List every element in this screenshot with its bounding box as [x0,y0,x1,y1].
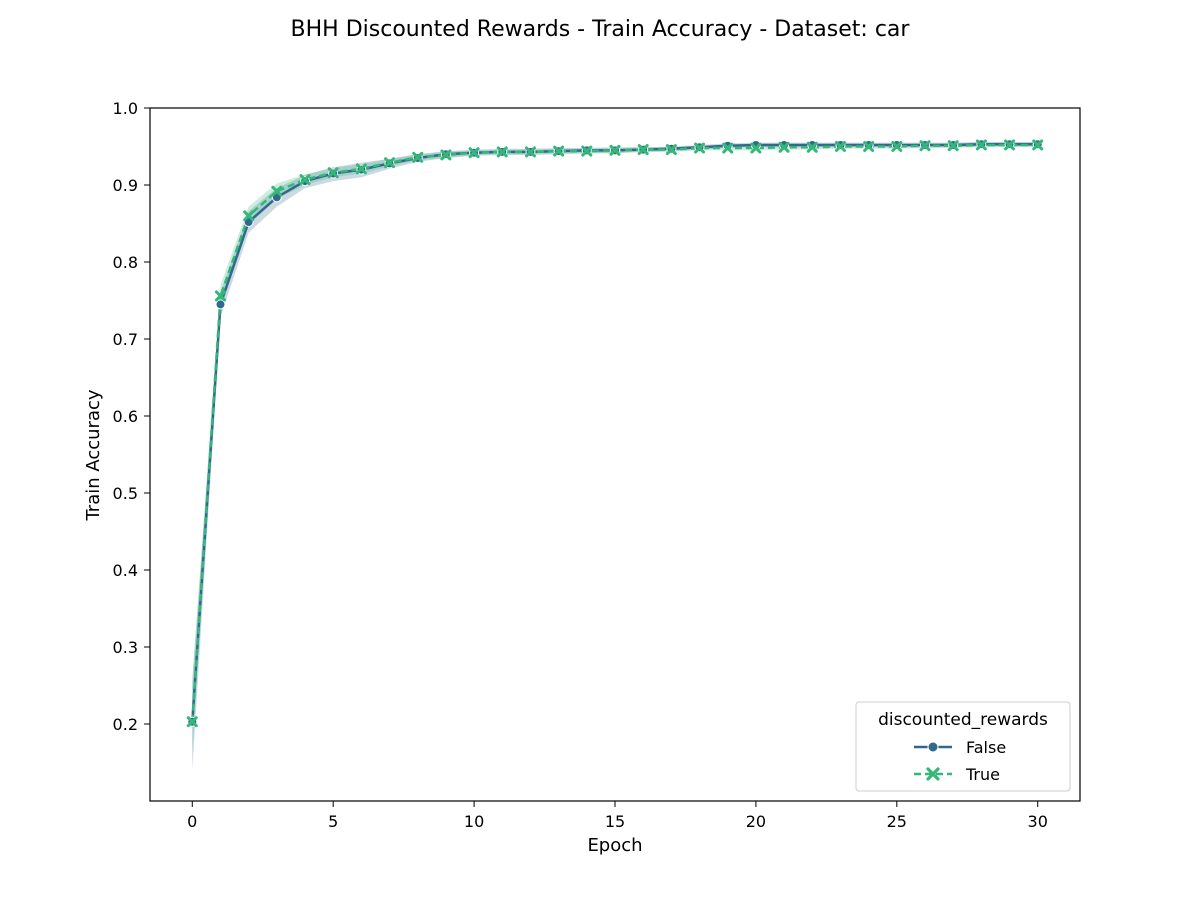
ci-band-true [192,142,1038,755]
point-true [214,290,226,302]
point-true [271,185,283,197]
point-false [807,140,818,150]
point-true [806,141,818,153]
y-tick-label: 0.2 [113,715,138,734]
x-tick-label: 30 [1028,812,1048,831]
x-tick-label: 15 [605,812,625,831]
confidence-bands [192,141,1038,771]
y-tick-label: 0.6 [113,407,138,426]
point-true [1032,139,1044,151]
y-tick-label: 0.9 [113,176,138,195]
point-true [665,144,677,156]
point-true [581,145,593,157]
series-line-false [191,142,1038,722]
legend-label-true: True [965,765,1000,784]
point-true [440,149,452,161]
point-false [722,140,733,151]
point-true [355,163,367,175]
point-true [834,141,846,152]
series-markers [186,139,1044,728]
point-true [919,140,931,152]
x-tick-label: 5 [328,812,338,831]
series-lines [191,142,1038,722]
y-axis-label: Train Accuracy [83,389,104,521]
point-true [975,139,987,151]
y-tick-label: 0.4 [113,561,138,580]
point-true [750,142,762,154]
legend: discounted_rewards False True [855,701,1071,792]
y-tick-label: 1.0 [113,99,138,118]
point-true [243,210,255,222]
point-true [778,141,790,153]
plot-frame [149,107,1081,802]
point-true [637,144,649,156]
point-false [215,299,226,310]
point-true [327,167,339,179]
point-true [947,140,959,152]
point-true [299,174,311,186]
legend-marker-true [926,767,940,781]
legend-entry-false: False [914,738,1006,757]
ci-band-false [192,141,1038,771]
y-tick-label: 0.7 [113,330,138,349]
x-axis-label: Epoch [587,835,642,856]
y-tick-label: 0.8 [113,253,138,272]
point-true [891,141,903,152]
point-true [412,151,424,163]
point-true [524,146,536,158]
x-tick-label: 0 [187,812,197,831]
y-axis-ticks: 0.2 0.3 0.4 0.5 0.6 0.7 0.8 0.9 1.0 [113,99,150,734]
legend-entry-true: True [914,765,1000,784]
point-true [1004,139,1016,151]
legend-title: discounted_rewards [878,710,1048,730]
chart-title: BHH Discounted Rewards - Train Accuracy … [291,17,911,42]
point-true [694,142,706,154]
legend-label-false: False [966,738,1006,757]
point-false [779,140,790,150]
point-true [496,146,508,158]
series-line-true [191,143,1038,722]
point-true [863,141,875,152]
point-true [384,157,396,169]
x-tick-label: 20 [746,812,766,831]
x-tick-label: 25 [887,812,907,831]
x-tick-label: 10 [464,812,484,831]
legend-marker-false [927,741,939,753]
legend-box [855,701,1071,792]
point-true [722,142,734,154]
point-true [468,147,480,159]
y-tick-label: 0.5 [113,484,138,503]
point-true [609,144,621,156]
x-axis-ticks: 0 5 10 15 20 25 30 [187,801,1048,831]
point-true [553,145,565,157]
point-true [186,716,198,728]
y-tick-label: 0.3 [113,638,138,657]
